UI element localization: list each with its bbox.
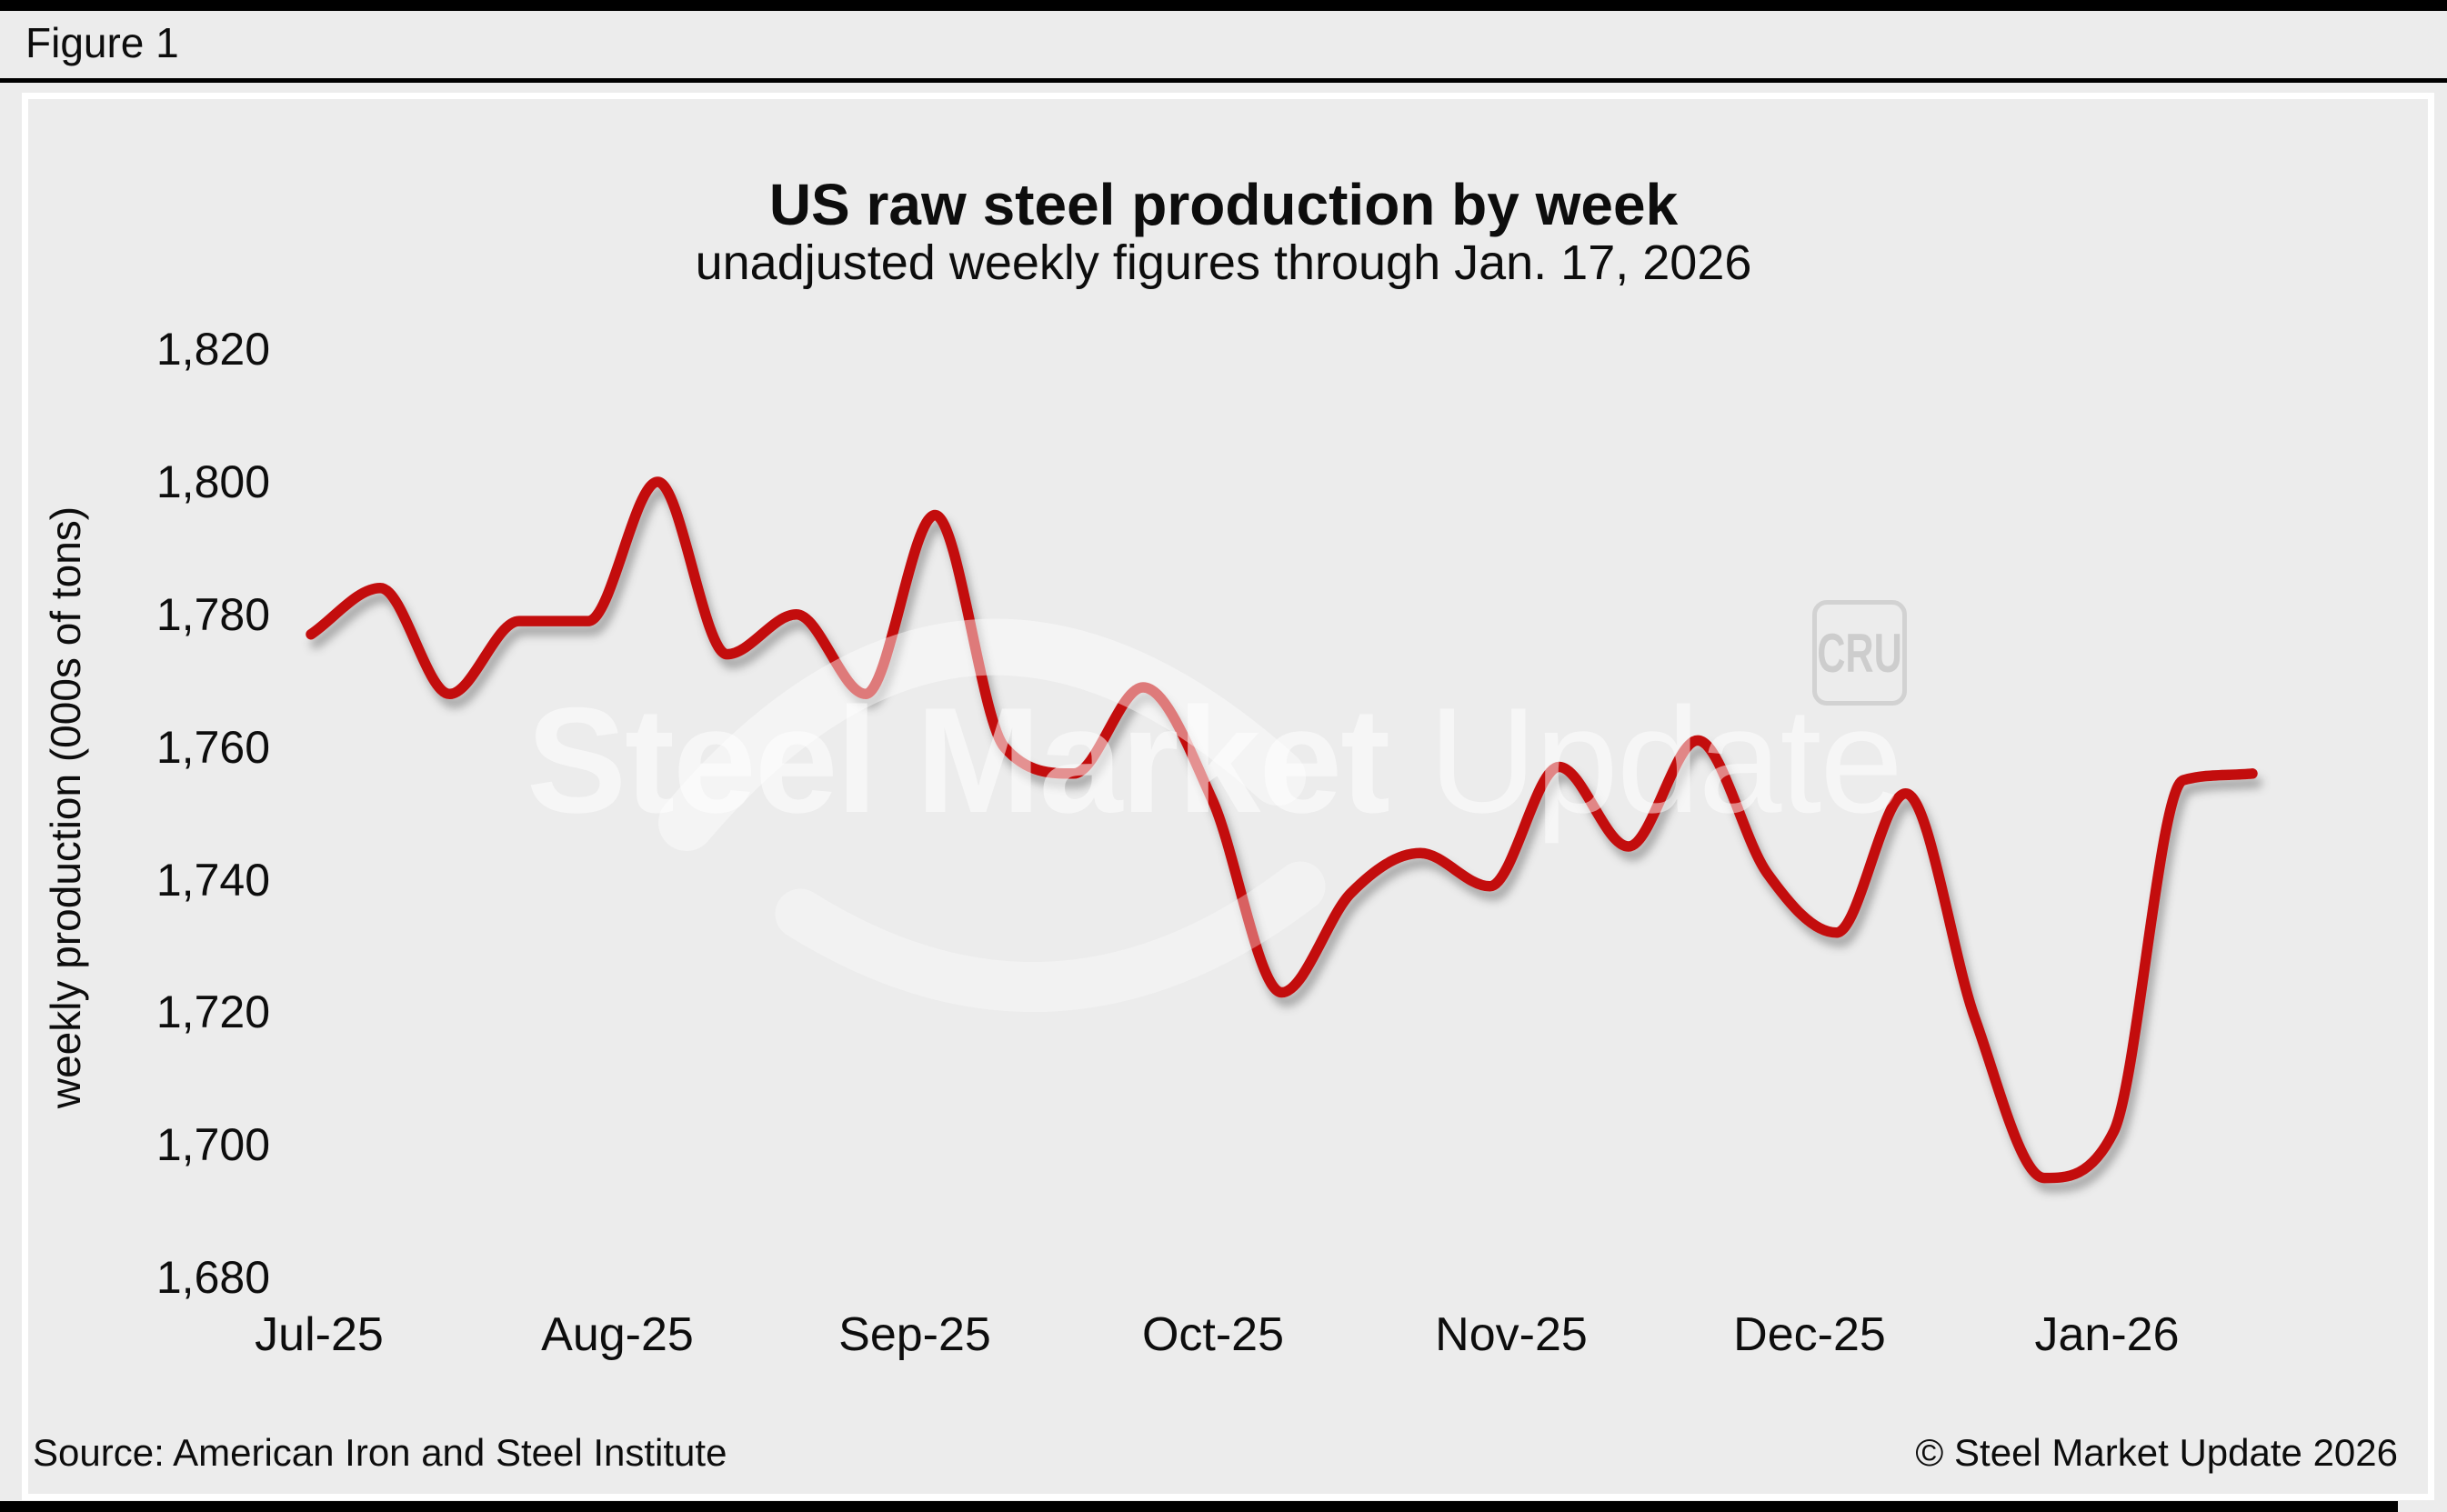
chart-panel <box>22 93 2434 1500</box>
cru-logo-text: CRU <box>1817 622 1902 684</box>
top-black-bar <box>0 0 2447 11</box>
chart-title: US raw steel production by week <box>768 172 1679 237</box>
x-tick-label: Aug-25 <box>541 1308 694 1361</box>
chart-subtitle: unadjusted weekly figures through Jan. 1… <box>695 235 1752 290</box>
watermark-steel-market-update: Steel Market Update <box>491 675 1937 846</box>
x-tick-label: Dec-25 <box>1733 1308 1886 1361</box>
figure-label: Figure 1 <box>25 19 179 66</box>
y-tick-label: 1,680 <box>155 1252 270 1303</box>
y-tick-label: 1,820 <box>155 324 270 375</box>
x-tick-label: Jan-26 <box>2034 1308 2180 1361</box>
y-tick-label: 1,760 <box>155 721 270 773</box>
watermark-swoosh-lower <box>775 861 1326 1013</box>
watermark-swoosh-upper <box>658 618 1306 851</box>
y-tick-label: 1,780 <box>155 588 270 640</box>
x-tick-label: Nov-25 <box>1435 1308 1588 1361</box>
source-note: Source: American Iron and Steel Institut… <box>33 1431 727 1474</box>
y-tick-label: 1,720 <box>155 986 270 1038</box>
watermark-bold-part: Steel Market <box>526 676 1390 844</box>
x-tick-label: Jul-25 <box>255 1308 384 1361</box>
header-rule <box>0 78 2447 83</box>
production-line-series <box>306 476 2258 1184</box>
x-tick-label: Oct-25 <box>1141 1308 1285 1361</box>
x-tick-label: Sep-25 <box>838 1308 991 1361</box>
y-tick-label: 1,800 <box>155 456 270 507</box>
y-tick-label: 1,740 <box>155 854 270 906</box>
bottom-black-bar <box>0 1501 2398 1512</box>
copyright-note: © Steel Market Update 2026 <box>1915 1431 2398 1474</box>
cru-logo: CRU <box>1812 600 1907 706</box>
y-tick-label: 1,700 <box>155 1119 270 1171</box>
